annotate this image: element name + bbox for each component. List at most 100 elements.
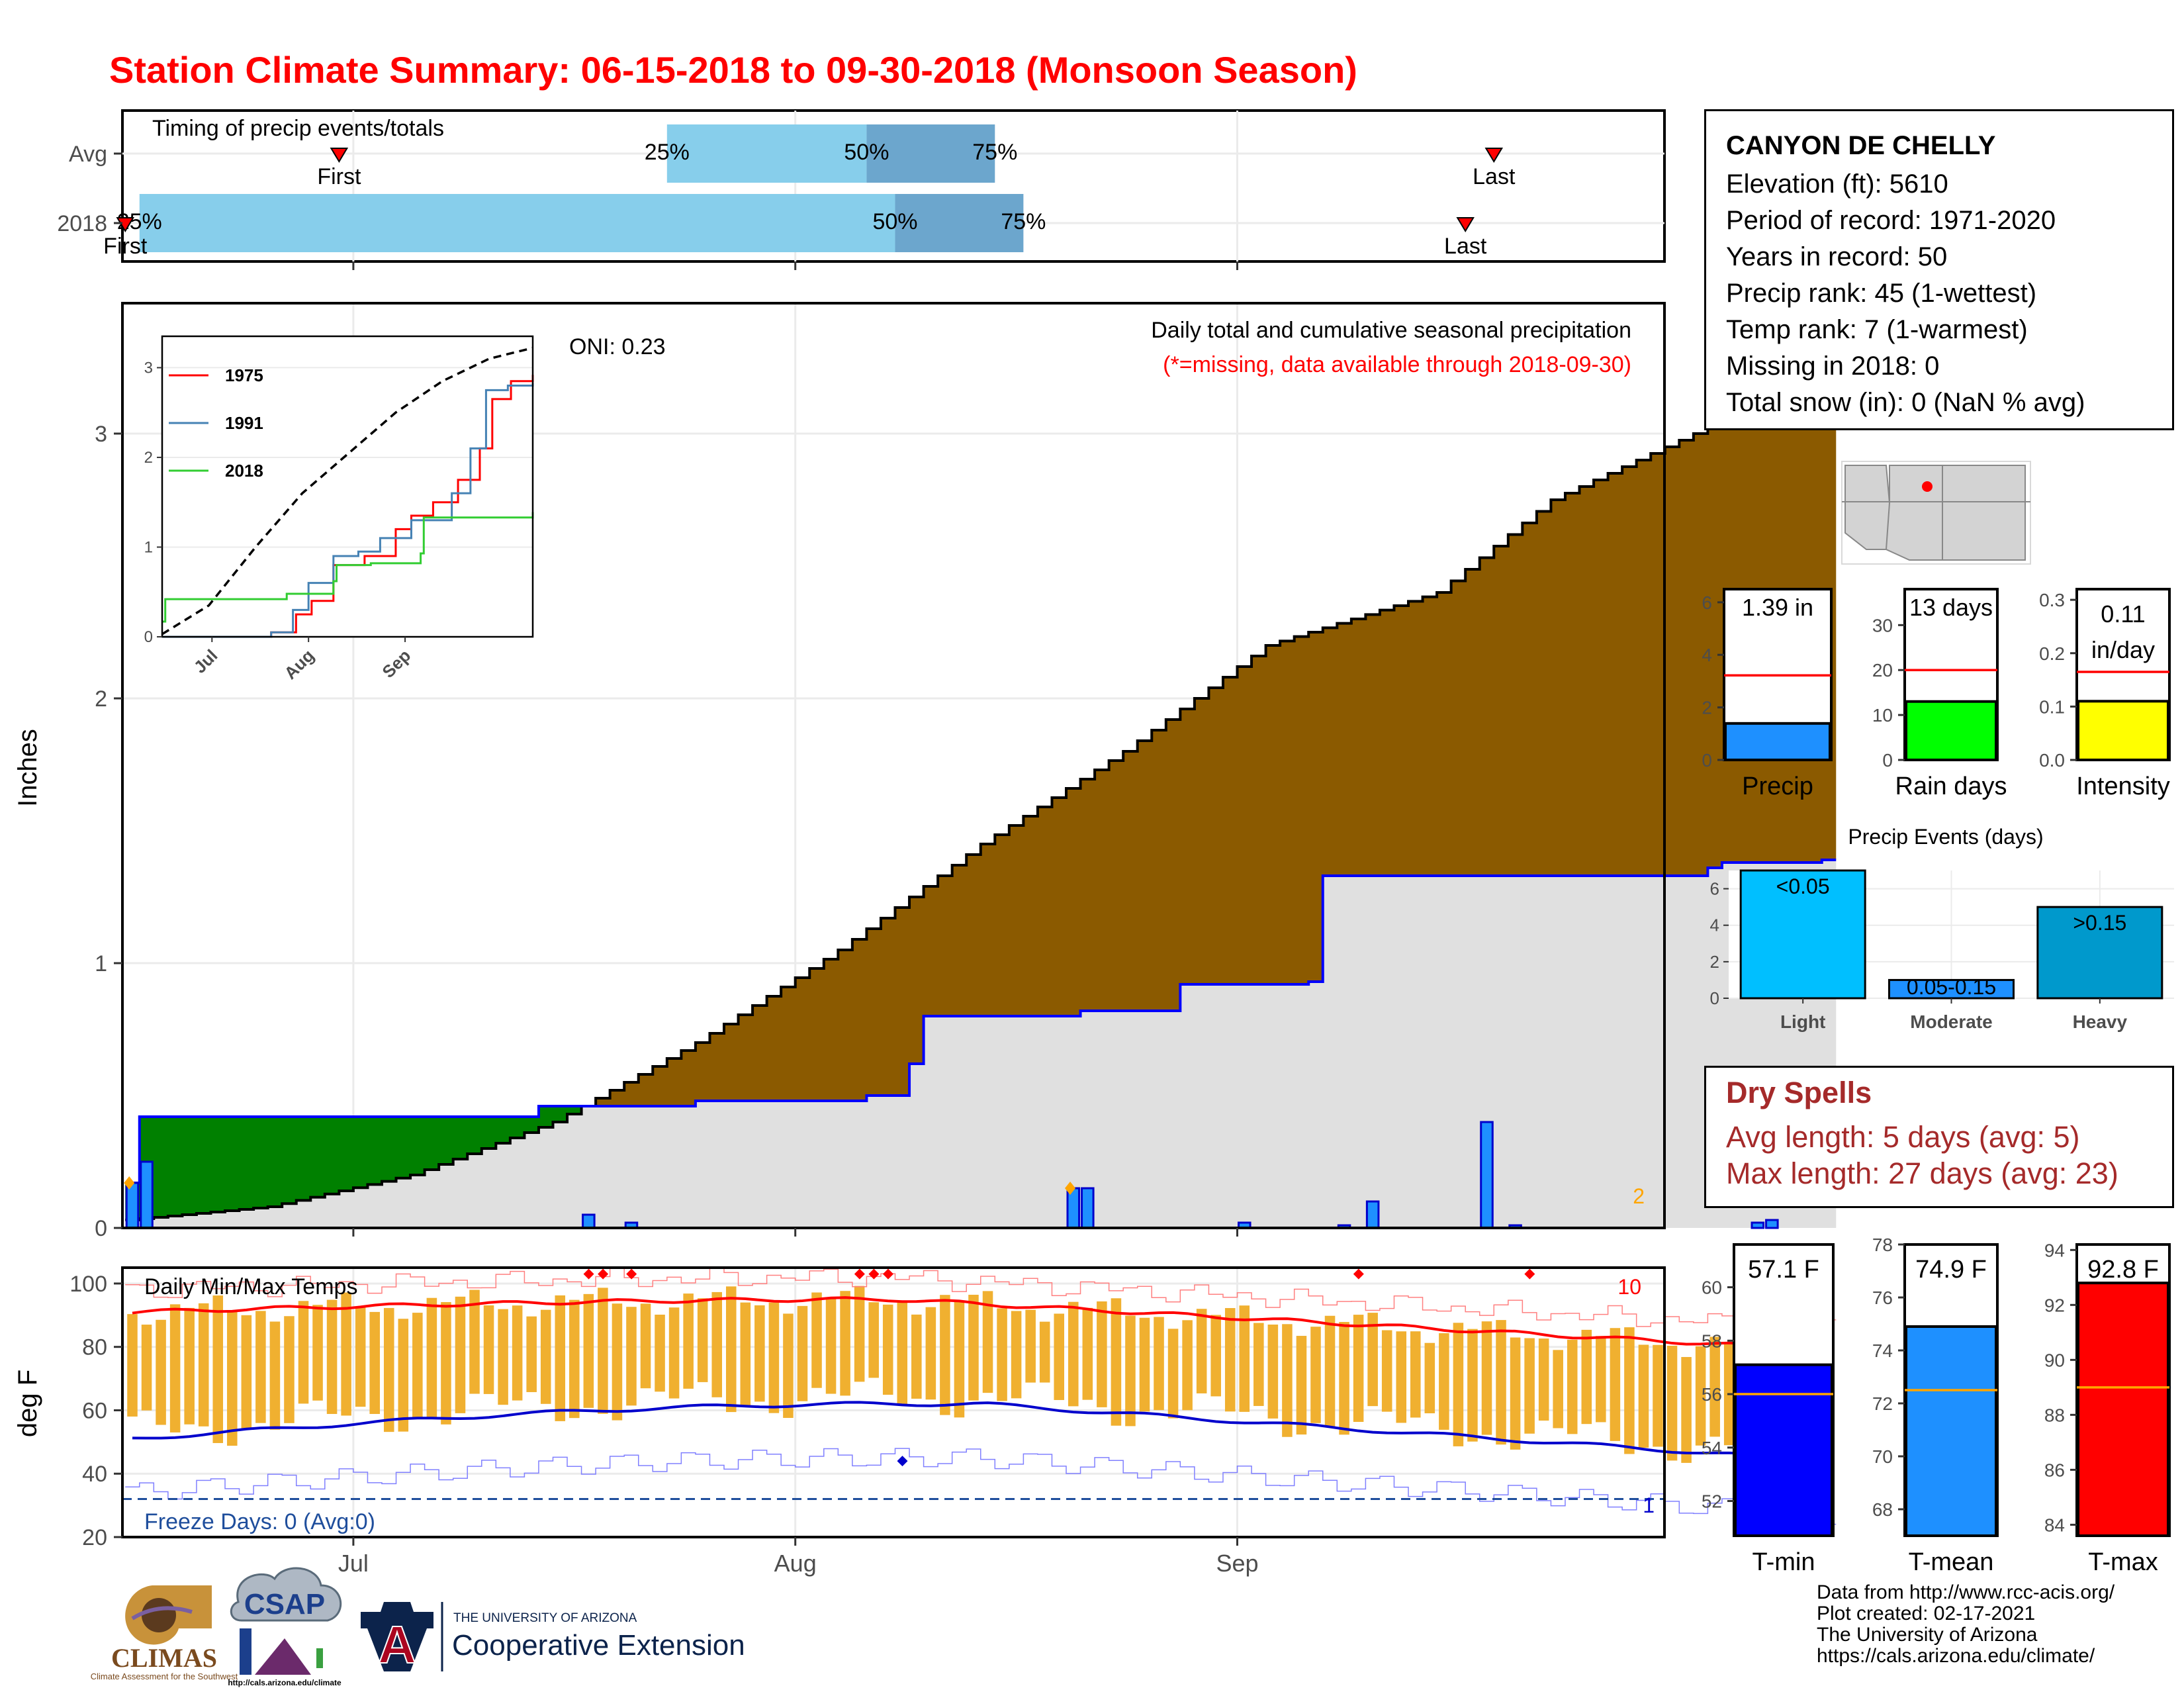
daily-temp-range-bar <box>1681 1356 1692 1463</box>
csap-logo-cloud-icon <box>230 1567 342 1622</box>
daily-temp-range-bar <box>169 1304 181 1432</box>
daily-temp-range-bar <box>840 1291 850 1396</box>
temp-ytick-label: 40 <box>82 1462 107 1487</box>
inset-series-line <box>162 512 534 623</box>
last-event-label: Last <box>1473 164 1516 189</box>
daily-temp-range-bar <box>1068 1301 1079 1407</box>
daily-temp-range-bar <box>1182 1320 1193 1411</box>
t-mean-ytick-label: 74 <box>1872 1340 1893 1361</box>
temp-ytick-label: 60 <box>82 1398 107 1423</box>
events-ytick-label: 4 <box>1710 915 1719 935</box>
precip-ytick-label: 2 <box>95 686 107 712</box>
inset-frame <box>161 335 534 638</box>
precip-total-name: Precip <box>1742 773 1813 800</box>
daily-temp-range-bar <box>711 1291 722 1397</box>
daily-temp-range-bar <box>269 1321 281 1430</box>
event-bar-label: >0.15 <box>2073 911 2126 935</box>
daily-temp-range-bar <box>940 1295 950 1415</box>
daily-temp-range-bar <box>1396 1331 1407 1423</box>
daily-temp-range-bar <box>668 1307 680 1399</box>
daily-temp-range-bar <box>897 1302 908 1406</box>
daily-temp-range-bar <box>369 1311 380 1415</box>
daily-temp-range-bar <box>725 1286 737 1413</box>
daily-precip-bar <box>582 1213 596 1229</box>
location-map <box>1841 461 2031 565</box>
climas-logo-text: CLIMAS <box>111 1643 217 1673</box>
t-min-ytick-label: 58 <box>1702 1331 1722 1351</box>
cumulative-average-line <box>125 374 1837 1221</box>
temp-panel-title: Daily Min/Max Temps <box>144 1274 357 1299</box>
csap-logo-url: http://cals.arizona.edu/climate <box>228 1678 341 1687</box>
t-mean-ytick-label: 68 <box>1872 1499 1893 1520</box>
dry-spells-max: Max length: 27 days (avg: 23) <box>1726 1156 2118 1190</box>
t-min-ytick-label: 52 <box>1702 1491 1722 1512</box>
daily-temp-range-bar <box>1453 1323 1464 1446</box>
daily-temp-range-bar <box>882 1304 893 1395</box>
precip-ytick-label: 1 <box>95 951 107 976</box>
avg-tmax-line <box>132 1296 1829 1352</box>
daily-temp-range-bar <box>1538 1338 1549 1421</box>
last-event-marker <box>1484 148 1504 163</box>
daily-temp-range-bar <box>1339 1322 1349 1435</box>
dry-spells-avg: Avg length: 5 days (avg: 5) <box>1726 1120 2080 1154</box>
daily-temp-range-bar <box>640 1303 651 1389</box>
t-max-name: T-max <box>2088 1548 2158 1576</box>
daily-temp-range-bar <box>1524 1338 1535 1434</box>
ua-logo-small-text: THE UNIVERSITY OF ARIZONA <box>453 1611 637 1625</box>
daily-temp-range-bar <box>1567 1339 1578 1434</box>
inset-legend-label: 1975 <box>225 365 263 385</box>
t-mean-ytick-label: 76 <box>1872 1288 1893 1308</box>
daily-temp-range-bar <box>1596 1336 1606 1423</box>
timeline-row-label: 2018 <box>57 211 107 236</box>
daily-temp-range-bar <box>612 1303 623 1421</box>
daily-temp-range-bar <box>797 1305 808 1401</box>
climas-logo-sun-icon <box>142 1598 176 1632</box>
daily-precip-bar <box>1765 1219 1779 1229</box>
daily-temp-range-bar <box>1282 1324 1293 1437</box>
daily-temp-range-bar <box>127 1314 138 1417</box>
record-high-marker <box>854 1268 865 1280</box>
ua-logo-shield-icon <box>361 1602 433 1671</box>
daily-temp-range-bar <box>540 1309 551 1404</box>
precip-panel-note: (*=missing, data available through 2018-… <box>1163 352 1631 377</box>
quartile-50-label: 50% <box>844 140 889 165</box>
precip-events-panel: Precip Events (days) <0.05 Light 0.05-0.15 M… <box>1710 825 2174 1032</box>
inset-ytick-label: 0 <box>144 628 153 646</box>
t-max-ytick-label: 90 <box>2044 1350 2065 1370</box>
event-category-label: Moderate <box>1910 1011 1992 1032</box>
footer-credits: Data from http://www.rcc-acis.org/ Plot … <box>1817 1582 2115 1667</box>
daily-temp-range-bar <box>1310 1327 1321 1423</box>
precip-total-ytick-label: 4 <box>1702 645 1712 665</box>
precip-total-label: 1.39 in <box>1742 594 1813 621</box>
csap-logo-bars-icon <box>240 1628 251 1675</box>
freeze-days-label: Freeze Days: 0 (Avg:0) <box>144 1509 375 1534</box>
inset-ytick-label: 3 <box>144 359 153 377</box>
intensity-name: Intensity <box>2076 773 2170 800</box>
csap-logo-text: CSAP <box>244 1588 325 1620</box>
t-mean-label: 74.9 F <box>1915 1256 1987 1284</box>
t-min-bar <box>1734 1363 1833 1537</box>
daily-temp-range-bar <box>1510 1337 1521 1450</box>
daily-temp-range-bar <box>1353 1315 1364 1422</box>
station-years: Years in record: 50 <box>1726 242 1948 271</box>
daily-temp-range-bar <box>655 1315 665 1392</box>
cumulative-2018-excess-area <box>125 860 1837 1220</box>
t-max-ytick-label: 86 <box>2044 1460 2065 1480</box>
daily-temp-range-bar <box>1709 1336 1720 1437</box>
daily-precip-bar <box>1066 1187 1081 1229</box>
intensity-ytick-label: 0.2 <box>2039 643 2065 664</box>
map-state-new-mexico <box>1942 465 2026 561</box>
daily-temp-range-bar <box>740 1302 751 1407</box>
record-high-marker <box>1353 1268 1364 1280</box>
daily-temp-range-bar <box>469 1289 480 1394</box>
station-snow: Total snow (in): 0 (NaN % avg) <box>1726 388 2085 417</box>
rain-days-ytick-label: 0 <box>1882 750 1893 771</box>
record-high-marker <box>626 1268 637 1280</box>
inset-ytick-label: 2 <box>144 449 153 467</box>
t-min-ytick-label: 54 <box>1702 1438 1722 1458</box>
daily-temp-range-bar <box>1695 1346 1706 1446</box>
rain-days-name: Rain days <box>1895 773 2007 800</box>
